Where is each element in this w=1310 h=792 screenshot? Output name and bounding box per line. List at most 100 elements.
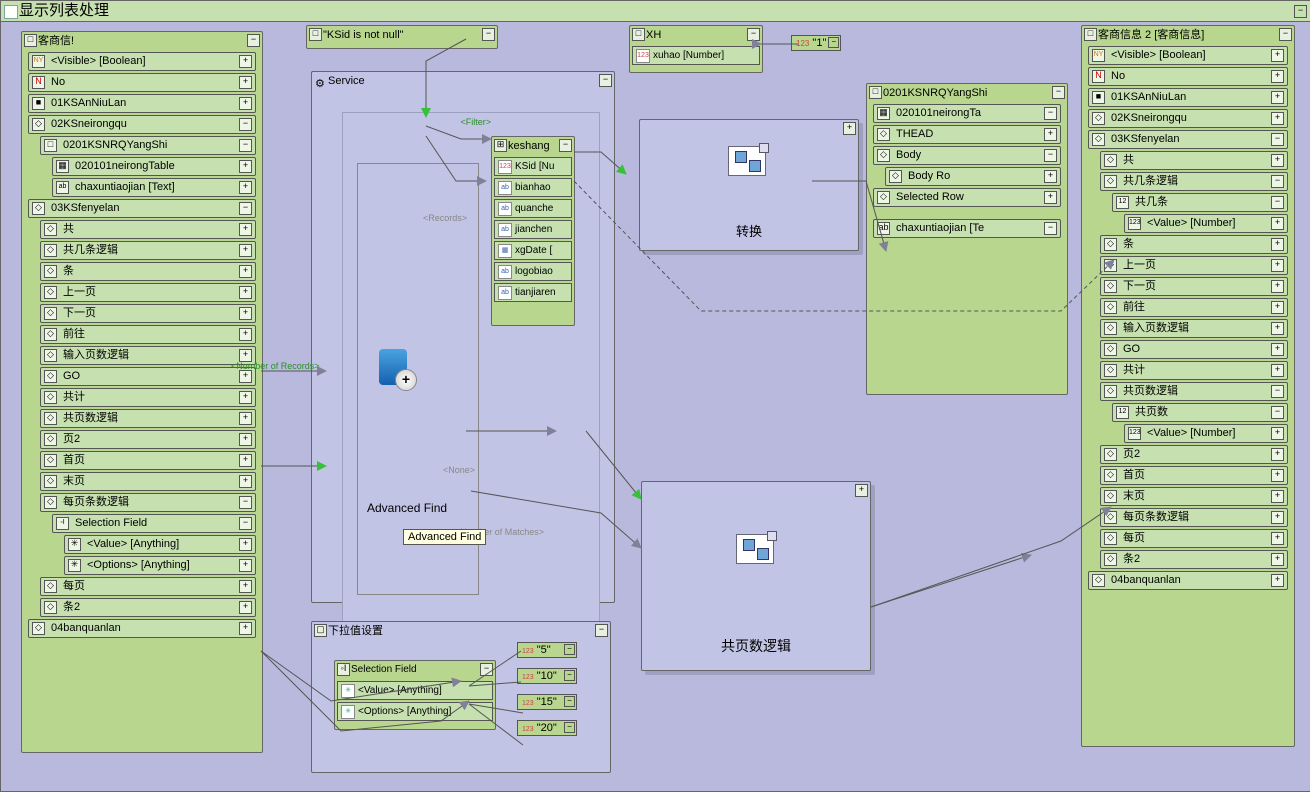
expand-icon[interactable]: ⊞: [494, 139, 507, 152]
tree-item[interactable]: ◇条2+: [40, 598, 256, 617]
chip-icon: [728, 146, 766, 176]
value-field[interactable]: ✳<Value> [Anything]: [337, 681, 493, 700]
tree-item[interactable]: ◇条+: [1100, 235, 1288, 254]
yangshi-item[interactable]: ◇Selected Row+: [873, 188, 1061, 207]
one-box[interactable]: 123 "1" −: [791, 35, 841, 51]
collapse-icon[interactable]: −: [482, 28, 495, 41]
tree-item[interactable]: ◇03KSfenyelan−: [1088, 130, 1288, 149]
tree-item[interactable]: NY<Visible> [Boolean]+: [28, 52, 256, 71]
tree-item[interactable]: ◇末页+: [1100, 487, 1288, 506]
tree-item[interactable]: abchaxuntiaojian [Text]+: [52, 178, 256, 197]
keshang-field[interactable]: abquanche: [494, 199, 572, 218]
tree-item[interactable]: ◇每页条数逻辑−: [40, 493, 256, 512]
tree-item[interactable]: ◇上一页+: [40, 283, 256, 302]
collapse-icon[interactable]: −: [559, 139, 572, 152]
tree-item[interactable]: ◇每页+: [1100, 529, 1288, 548]
yangshi-item[interactable]: ◇Body−: [873, 146, 1061, 165]
expand-icon[interactable]: ▢: [314, 624, 327, 637]
records-count-label: <Number of Records>: [231, 361, 320, 371]
transform-panel[interactable]: + 转换: [639, 119, 859, 251]
tree-item[interactable]: ◇共计+: [40, 388, 256, 407]
transform-label: 转换: [640, 221, 858, 240]
tree-item[interactable]: NNo+: [28, 73, 256, 92]
tree-item[interactable]: ◇页2+: [40, 430, 256, 449]
tree-item[interactable]: ◇前往+: [40, 325, 256, 344]
dropdown-value[interactable]: 123 "10"−: [517, 668, 577, 684]
tree-item[interactable]: ■01KSAnNiuLan+: [1088, 88, 1288, 107]
yangshi-item[interactable]: ◇THEAD+: [873, 125, 1061, 144]
tree-item[interactable]: ◇03KSfenyelan−: [28, 199, 256, 218]
tree-item[interactable]: ◇上一页+: [1100, 256, 1288, 275]
tree-item[interactable]: ◇前往+: [1100, 298, 1288, 317]
tree-item[interactable]: NNo+: [1088, 67, 1288, 86]
collapse-icon[interactable]: □: [1084, 28, 1097, 41]
tree-item[interactable]: ◇每页+: [40, 577, 256, 596]
tree-item[interactable]: ◇共几条逻辑+: [40, 241, 256, 260]
tree-item[interactable]: 12共页数−: [1112, 403, 1288, 422]
yangshi-table[interactable]: ▦020101neirongTa−: [873, 104, 1061, 123]
yangshi-extra[interactable]: abchaxuntiaojian [Te−: [873, 219, 1061, 238]
keshang-field[interactable]: abjianchen: [494, 220, 572, 239]
tree-item[interactable]: □0201KSNRQYangShi−: [40, 136, 256, 155]
dropdown-value[interactable]: 123 "15"−: [517, 694, 577, 710]
keshang-field[interactable]: abbianhao: [494, 178, 572, 197]
yangshi-item[interactable]: ◇Body Ro+▸: [885, 167, 1061, 186]
expand-icon[interactable]: +: [855, 484, 868, 497]
tree-item[interactable]: ✳<Options> [Anything]+: [64, 556, 256, 575]
tree-item[interactable]: NY<Visible> [Boolean]+: [1088, 46, 1288, 65]
dropdown-value[interactable]: 123 "20"−: [517, 720, 577, 736]
collapse-icon[interactable]: −: [1279, 28, 1292, 41]
tree-item[interactable]: ◇末页+: [40, 472, 256, 491]
tree-item[interactable]: ◇输入页数逻辑+: [1100, 319, 1288, 338]
tree-item[interactable]: ◇共页数逻辑−: [1100, 382, 1288, 401]
collapse-icon[interactable]: −: [747, 28, 760, 41]
collapse-icon[interactable]: −: [1052, 86, 1065, 99]
expand-icon[interactable]: □: [309, 28, 322, 41]
tree-item[interactable]: ◇GO+: [1100, 340, 1288, 359]
tree-item[interactable]: ◇页2+: [1100, 445, 1288, 464]
tree-item[interactable]: ◇条+: [40, 262, 256, 281]
tree-item[interactable]: ◇共计+: [1100, 361, 1288, 380]
tree-item[interactable]: 12共几条−: [1112, 193, 1288, 212]
keshang-field[interactable]: ▦xgDate [: [494, 241, 572, 260]
expand-icon[interactable]: +: [843, 122, 856, 135]
xh-field[interactable]: 123xuhao [Number]: [632, 46, 760, 65]
tree-item[interactable]: ◇04banquanlan+: [1088, 571, 1288, 590]
options-field[interactable]: ✳<Options> [Anything]: [337, 702, 493, 721]
tree-item[interactable]: ◇输入页数逻辑+: [40, 346, 256, 365]
tree-item[interactable]: ◇04banquanlan+: [28, 619, 256, 638]
collapse-icon[interactable]: −: [599, 74, 612, 87]
tree-item[interactable]: ◇首页+: [1100, 466, 1288, 485]
collapse-icon[interactable]: −: [247, 34, 260, 47]
tree-item[interactable]: ◇02KSneirongqu+: [1088, 109, 1288, 128]
dropdown-value[interactable]: 123 "5"−: [517, 642, 577, 658]
tree-item[interactable]: ■01KSAnNiuLan+: [28, 94, 256, 113]
gongye-panel[interactable]: + 共页数逻辑: [641, 481, 871, 671]
tree-item[interactable]: ✳<Value> [Anything]+: [64, 535, 256, 554]
keshang-field[interactable]: 123KSid [Nu: [494, 157, 572, 176]
tree-item[interactable]: ◇共+: [40, 220, 256, 239]
tree-item[interactable]: ◇共页数逻辑+: [40, 409, 256, 428]
expand-icon[interactable]: □: [632, 28, 645, 41]
tree-item[interactable]: ◇共+: [1100, 151, 1288, 170]
tree-item[interactable]: ◇下一页+: [1100, 277, 1288, 296]
tree-item[interactable]: ▦020101neirongTable+: [52, 157, 256, 176]
collapse-icon[interactable]: □: [24, 34, 37, 47]
keshang-field[interactable]: abtianjiaren: [494, 283, 572, 302]
tree-item[interactable]: ◇每页条数逻辑+: [1100, 508, 1288, 527]
keshang-field[interactable]: ablogobiao: [494, 262, 572, 281]
collapse-button[interactable]: −: [1294, 5, 1307, 18]
tree-item[interactable]: ◇GO+: [40, 367, 256, 386]
tree-item[interactable]: ◇首页+: [40, 451, 256, 470]
tree-item[interactable]: ◇下一页+: [40, 304, 256, 323]
tree-item[interactable]: ◇共几条逻辑−: [1100, 172, 1288, 191]
tree-item[interactable]: 123<Value> [Number]+▸: [1124, 424, 1288, 443]
expand-icon[interactable]: □: [869, 86, 882, 99]
collapse-icon[interactable]: −: [595, 624, 608, 637]
tree-item[interactable]: ◇02KSneirongqu−: [28, 115, 256, 134]
tree-item[interactable]: 123<Value> [Number]+▸: [1124, 214, 1288, 233]
tree-item[interactable]: ◇条2+: [1100, 550, 1288, 569]
filter-box[interactable]: □ "KSid is not null" −: [306, 25, 498, 49]
collapse-icon[interactable]: −: [828, 37, 839, 48]
tree-item[interactable]: ◦ISelection Field−: [52, 514, 256, 533]
